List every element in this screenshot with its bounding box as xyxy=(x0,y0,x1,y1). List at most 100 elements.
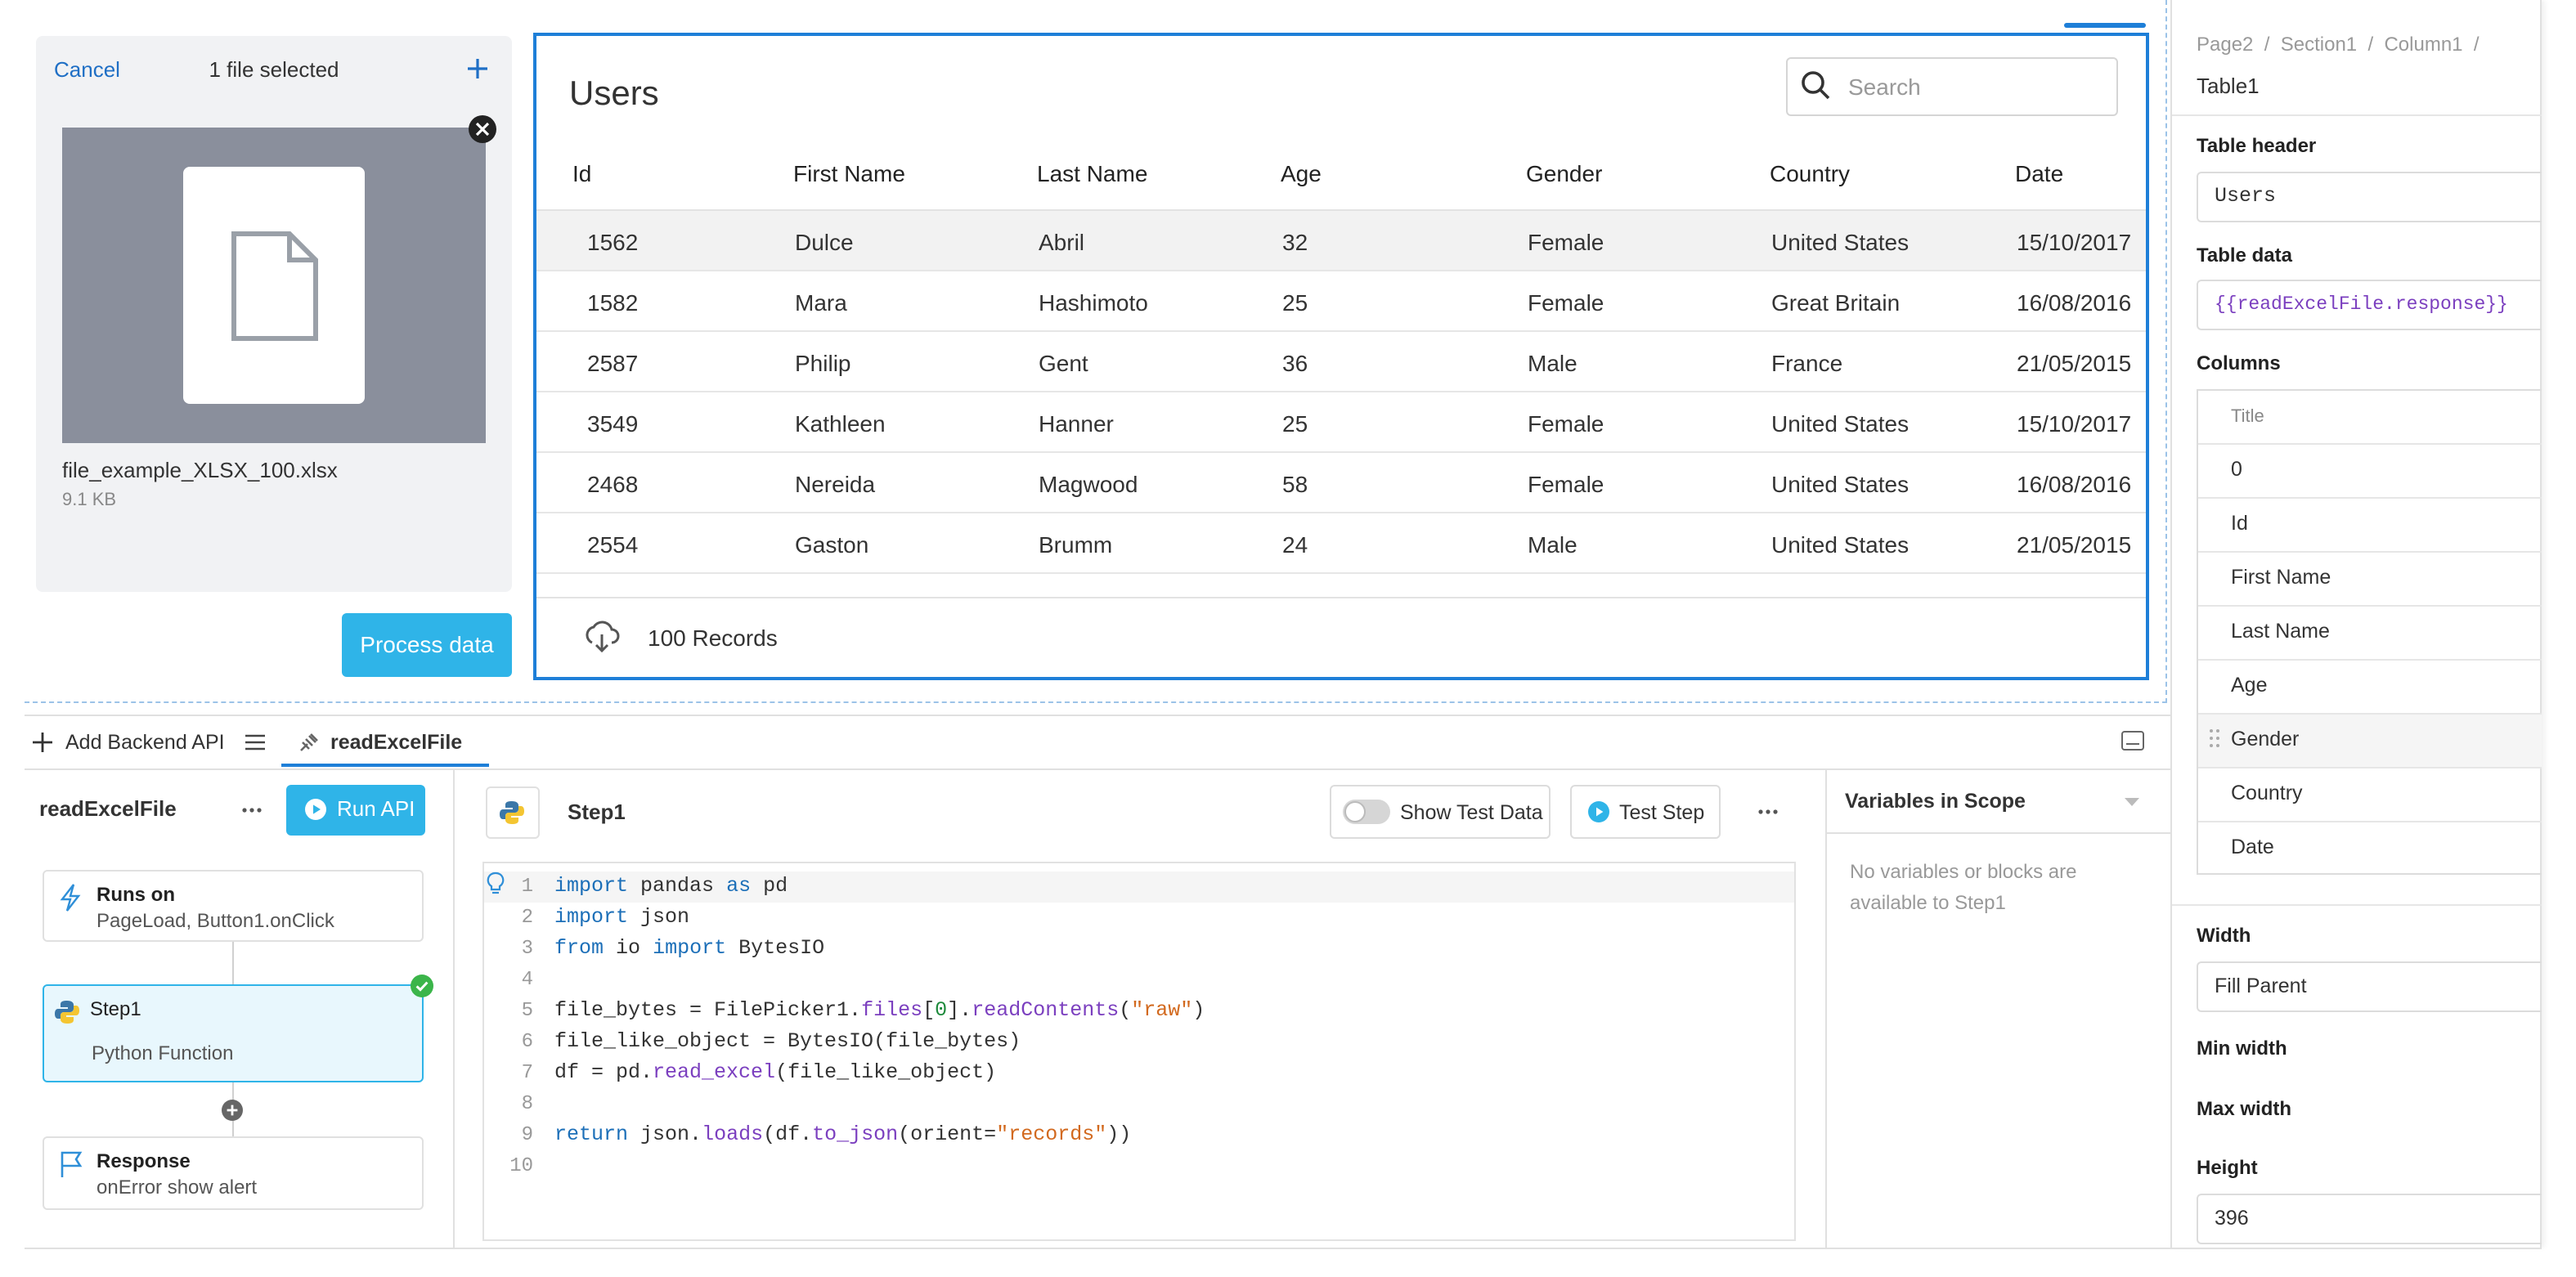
line-number: 4 xyxy=(521,968,533,991)
table-cell: 2587 xyxy=(587,350,639,376)
add-icon xyxy=(33,733,52,752)
column-name: Country xyxy=(2231,782,2303,804)
step-icon-box xyxy=(486,786,540,839)
test-step-button[interactable] xyxy=(1570,785,1721,839)
success-badge xyxy=(411,975,433,997)
property-input[interactable]: Fill Parent xyxy=(2197,961,2542,1012)
table-cell: 16/08/2016 xyxy=(2017,289,2132,316)
flow-node-title: Response xyxy=(96,1149,191,1172)
file-name: file_example_XLSX_100.xlsx xyxy=(62,458,338,482)
table-row[interactable] xyxy=(536,271,2146,332)
column-item[interactable] xyxy=(2198,443,2542,497)
remove-file-icon-part xyxy=(475,122,490,137)
code-token: to_json xyxy=(812,1123,899,1146)
active-tab[interactable]: readExcelFile xyxy=(330,731,463,754)
python-icon-part xyxy=(61,1006,79,1024)
table-cell: Magwood xyxy=(1039,471,1138,497)
table-cell: Brumm xyxy=(1039,531,1113,558)
add-api-tab[interactable]: Add Backend API xyxy=(65,731,225,754)
code-token: )) xyxy=(1106,1123,1132,1146)
bottom-edge xyxy=(25,1248,2542,1249)
code-token: BytesIO xyxy=(726,937,825,960)
column-item[interactable] xyxy=(2198,497,2542,551)
api-icon-part xyxy=(300,733,318,751)
table-row[interactable] xyxy=(536,513,2146,574)
process-button[interactable]: Process data xyxy=(342,613,512,677)
column-item[interactable] xyxy=(2198,605,2542,659)
property-input[interactable]: 396 xyxy=(2197,1194,2542,1244)
table-row[interactable] xyxy=(536,453,2146,513)
flow-divider xyxy=(453,770,455,1248)
table-cell: United States xyxy=(1771,410,1910,437)
breadcrumb: Page2 / Section1 / Column1 / xyxy=(2197,33,2480,56)
table-cell: France xyxy=(1771,350,1843,376)
code-token: io xyxy=(604,937,653,960)
file-status: 1 file selected xyxy=(209,57,339,82)
flow-node[interactable] xyxy=(43,870,424,942)
code-line: import pandas as pd xyxy=(554,871,788,901)
active-tab-underline xyxy=(281,764,489,767)
flow-node-title: Runs on xyxy=(96,883,175,906)
cancel-button[interactable]: Cancel xyxy=(54,57,120,82)
column-item[interactable] xyxy=(2198,713,2542,767)
table-cell: Female xyxy=(1528,471,1604,497)
hint-icon-part xyxy=(487,871,505,891)
flow-node-subtitle: PageLoad, Button1.onClick xyxy=(96,909,334,932)
run-api-label: Run API xyxy=(337,796,415,821)
table-row[interactable] xyxy=(536,211,2146,271)
code-line: from io import BytesIO xyxy=(554,934,824,963)
line-number: 1 xyxy=(521,875,533,898)
table-cell: Nereida xyxy=(795,471,876,497)
code-token: json. xyxy=(628,1123,702,1146)
panel-divider xyxy=(2172,904,2542,906)
table-cell: Gent xyxy=(1039,350,1088,376)
flow-node[interactable] xyxy=(43,984,424,1082)
column-item[interactable] xyxy=(2198,821,2542,875)
editor-menu-part xyxy=(1758,809,1763,814)
drag-handle xyxy=(2210,729,2219,747)
run-icon-part xyxy=(313,804,321,814)
line-number: 5 xyxy=(521,999,533,1022)
table-row[interactable] xyxy=(536,392,2146,453)
column-item[interactable] xyxy=(2198,551,2542,605)
property-input[interactable]: {{readExcelFile.response}} xyxy=(2197,280,2542,330)
variables-empty: No variables or blocks are available to … xyxy=(1850,860,2077,914)
table-row[interactable] xyxy=(536,332,2146,392)
table-cell: 3549 xyxy=(587,410,639,437)
file-icon xyxy=(231,231,318,341)
column-header: Gender xyxy=(1526,160,1603,186)
flow-node[interactable] xyxy=(43,1136,424,1210)
search-box[interactable] xyxy=(1786,57,2118,116)
column-item[interactable] xyxy=(2198,659,2542,713)
column-item[interactable] xyxy=(2198,767,2542,821)
drag-handle-part xyxy=(2210,737,2213,740)
flow-menu xyxy=(242,808,262,813)
file-icon-part xyxy=(287,234,316,262)
variables-caret-part xyxy=(2125,798,2139,806)
footer-divider xyxy=(536,597,2146,598)
download-icon-part xyxy=(595,634,609,653)
pane-divider xyxy=(25,715,2170,716)
table-cell: 21/05/2015 xyxy=(2017,531,2132,558)
tabbar-divider xyxy=(25,768,2170,770)
code-token: (df. xyxy=(763,1123,813,1146)
remove-file-icon xyxy=(469,115,496,143)
step-python-icon-part xyxy=(500,801,518,819)
drag-handle-part xyxy=(2210,744,2213,747)
column-name: Gender xyxy=(2231,728,2300,751)
property-input[interactable]: Users xyxy=(2197,172,2542,222)
test-data-toggle[interactable] xyxy=(1330,785,1551,839)
property-label: Columns xyxy=(2197,352,2281,374)
column-name: Id xyxy=(2231,512,2248,535)
table-cell: Mara xyxy=(795,289,847,316)
flow-menu-part xyxy=(242,808,247,813)
search-placeholder: Search xyxy=(1848,74,1921,100)
table-cell: 24 xyxy=(1282,531,1308,558)
show-test-data-label: Show Test Data xyxy=(1400,801,1543,824)
code-token: "records" xyxy=(996,1123,1107,1146)
step-python-icon xyxy=(500,801,524,824)
table-cell: 58 xyxy=(1282,471,1308,497)
search-icon-part xyxy=(1819,88,1830,100)
